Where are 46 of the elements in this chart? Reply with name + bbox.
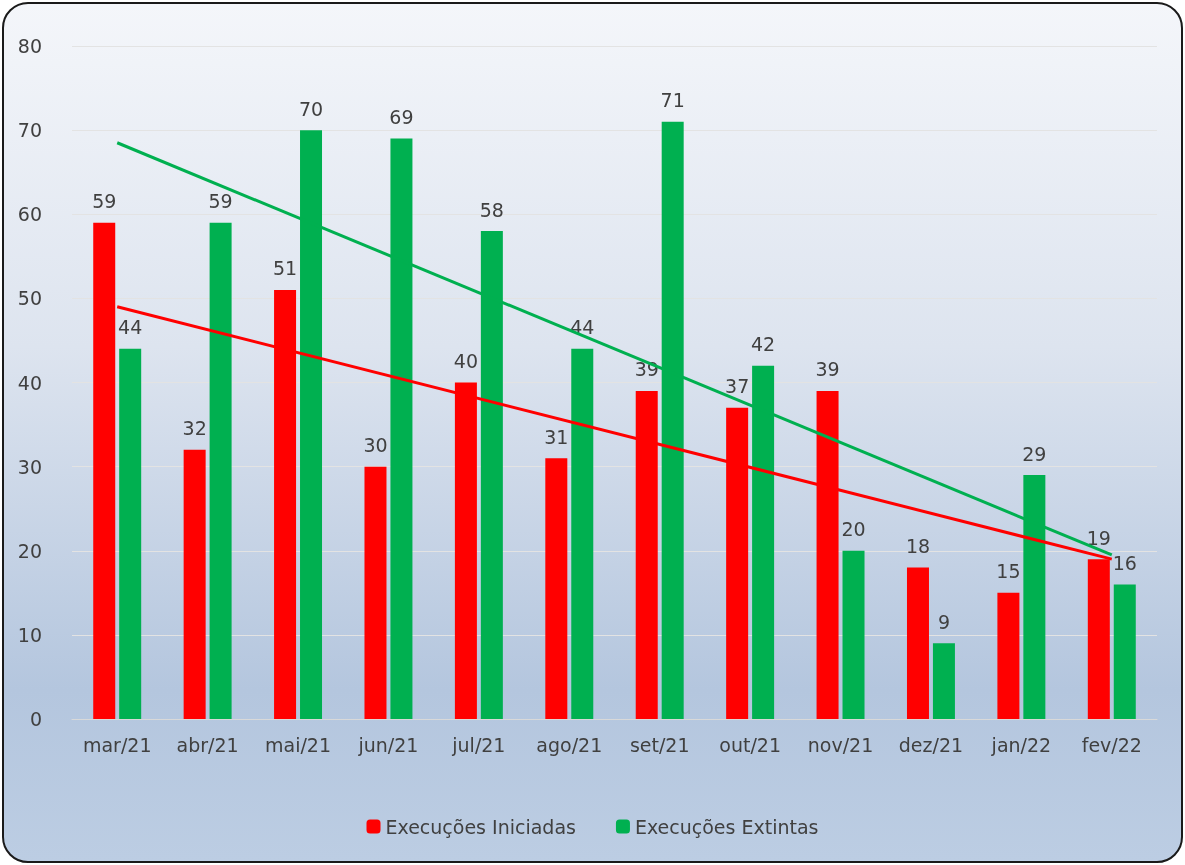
data-label: 18 <box>905 535 931 558</box>
x-tick-label: abr/21 <box>176 733 239 756</box>
y-tick-label: 70 <box>17 119 42 142</box>
data-label: 29 <box>1022 442 1047 465</box>
x-tick-label: mar/21 <box>82 733 152 756</box>
x-tick-label: mai/21 <box>265 733 332 756</box>
data-label: 39 <box>815 358 840 381</box>
x-tick-label: fev/22 <box>1081 733 1142 756</box>
data-label: 44 <box>570 316 595 339</box>
data-label: 40 <box>453 350 478 372</box>
y-tick-label: 60 <box>17 203 42 226</box>
x-tick-label: set/21 <box>629 733 690 756</box>
data-label: 32 <box>182 417 207 440</box>
data-label: 20 <box>841 518 866 541</box>
y-tick-label: 10 <box>17 623 42 646</box>
data-label: 37 <box>725 375 750 398</box>
data-label: 69 <box>389 106 414 129</box>
y-tick-label: 20 <box>17 539 42 562</box>
data-label: 19 <box>1086 526 1111 549</box>
data-label: 58 <box>479 198 504 221</box>
x-tick-label: dez/21 <box>898 733 964 756</box>
data-label: 70 <box>298 97 324 120</box>
y-tick-label: 0 <box>29 708 42 730</box>
x-tick-label: jan/22 <box>990 733 1052 756</box>
x-tick-label: nov/21 <box>807 733 874 756</box>
data-label: 44 <box>118 316 143 339</box>
legend-label: Execuções Extintas <box>634 815 819 838</box>
data-label: 15 <box>996 560 1021 583</box>
x-tick-label: ago/21 <box>536 733 603 756</box>
y-tick-label: 40 <box>17 371 42 394</box>
x-tick-label: out/21 <box>719 733 781 756</box>
y-tick-label: 30 <box>17 455 42 478</box>
data-label: 9 <box>937 610 950 633</box>
data-label: 31 <box>544 425 569 448</box>
data-label: 59 <box>92 190 117 213</box>
legend-label: Execuções Iniciadas <box>385 815 576 838</box>
data-label: 30 <box>363 434 388 457</box>
y-tick-label: 80 <box>17 35 42 57</box>
data-label: 42 <box>751 333 776 356</box>
data-label: 16 <box>1112 551 1137 574</box>
data-label: 71 <box>660 89 685 112</box>
x-tick-label: jun/21 <box>357 733 419 756</box>
data-label: 59 <box>208 190 233 213</box>
data-label: 51 <box>272 257 298 280</box>
x-tick-label: jul/21 <box>451 733 506 756</box>
y-tick-label: 50 <box>17 287 42 310</box>
